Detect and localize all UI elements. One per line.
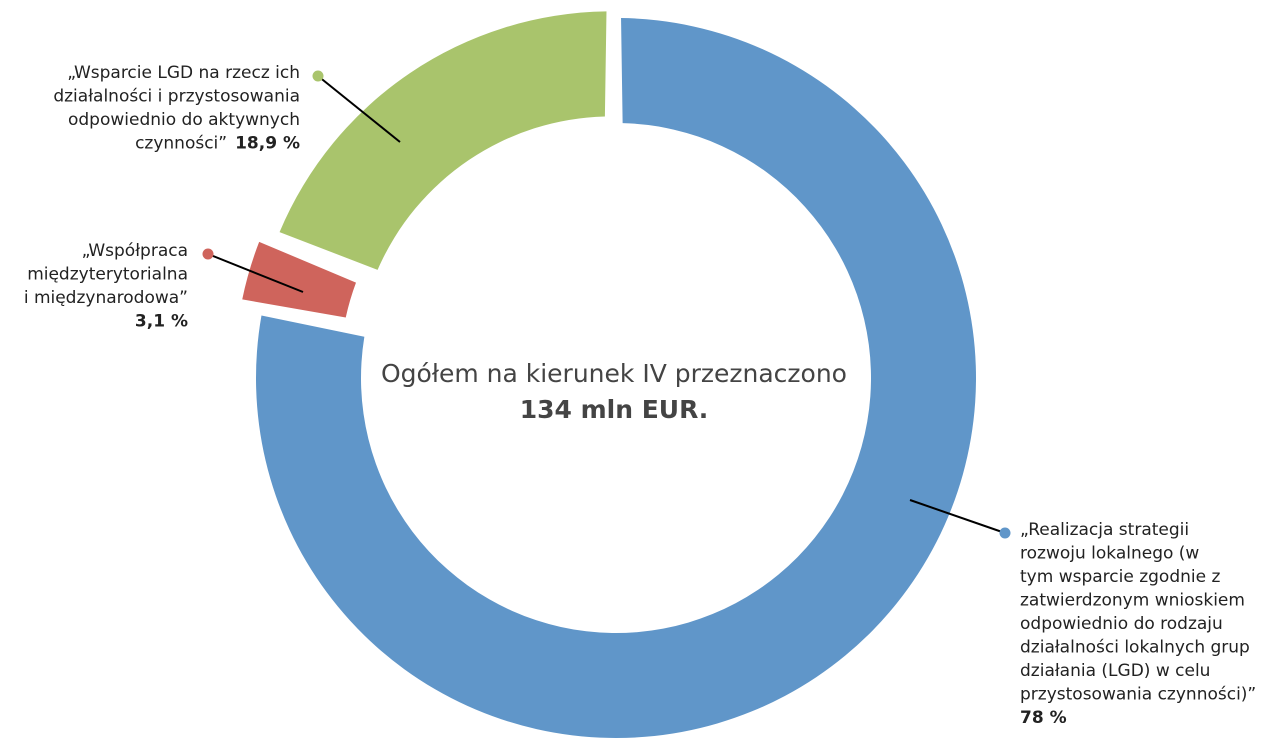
label-line: „Wsparcie LGD na rzecz ich <box>67 63 300 83</box>
label-line: działalności i przystosowania <box>53 87 300 107</box>
label-line: czynności” <box>135 134 227 154</box>
slice-label: „Wsparcie LGD na rzecz ich działalności i… <box>53 63 300 154</box>
slice-label: „Współpraca międzyterytorialna i międzynar… <box>24 241 188 332</box>
label-line: działania (LGD) w celu <box>1020 661 1210 681</box>
leader-dot <box>999 527 1011 539</box>
slice-label: „Realizacja strategii rozwoju lokalnego (… <box>1020 520 1256 728</box>
donut-slice <box>279 11 607 270</box>
value-label: 18,9 % <box>235 134 300 154</box>
leader-line <box>207 253 304 293</box>
label-line: międzyterytorialna <box>27 265 188 285</box>
leader-line <box>909 499 1006 534</box>
label-line: przystosowania czynności)” <box>1020 685 1256 705</box>
value-label: 3,1 % <box>135 312 188 332</box>
leader-dot <box>202 248 214 260</box>
center-total: 134 mln EUR. <box>520 395 709 424</box>
leader-line <box>317 75 401 143</box>
label-line: tym wsparcie zgodnie z <box>1020 567 1220 587</box>
donut-slice <box>242 241 356 318</box>
center-text: Ogółem na kierunek IV przeznaczono <box>381 359 847 388</box>
label-line: i międzynarodowa” <box>24 288 188 308</box>
label-line: „Realizacja strategii <box>1020 520 1189 540</box>
label-line: „Współpraca <box>82 241 188 261</box>
label-line: odpowiednio do rodzaju <box>1020 614 1223 634</box>
label-line: działalności lokalnych grup <box>1020 638 1250 658</box>
value-label: 78 % <box>1020 708 1067 728</box>
label-line: rozwoju lokalnego (w <box>1020 544 1199 564</box>
label-line: zatwierdzonym wnioskiem <box>1020 591 1245 611</box>
label-line: odpowiednio do aktywnych <box>68 110 300 130</box>
leader-dot <box>312 70 324 82</box>
